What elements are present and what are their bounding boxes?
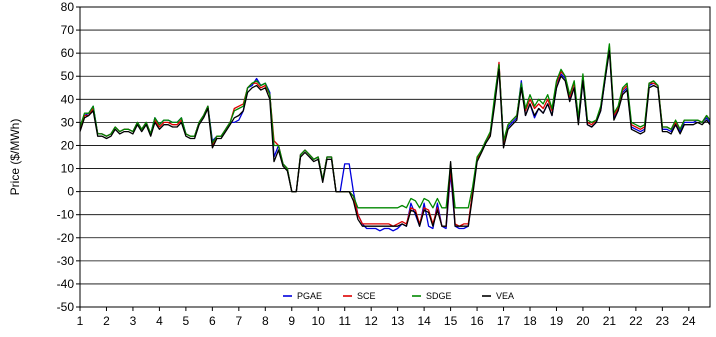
x-tick-label: 5 [183,314,190,328]
legend-label-sce: SCE [357,291,376,301]
legend-box [268,287,524,303]
y-tick-label: 0 [67,185,74,199]
x-tick-label: 23 [656,314,670,328]
x-tick-label: 10 [312,314,326,328]
x-tick-label: 9 [288,314,295,328]
series-line-sdge [79,43,711,209]
y-tick-label: 80 [61,0,75,14]
y-tick-label: -40 [57,277,75,291]
x-tick-label: 11 [338,314,351,328]
legend-label-vea: VEA [496,291,514,301]
x-tick-label: 19 [550,314,564,328]
x-axis-ticks: 1 2 3 4 5 6 7 8 9 10 11 12 13 14 15 16 17 18 19 20 21 22 23 24 [77,307,696,328]
y-tick-label: 60 [61,46,75,60]
y-tick-label: -50 [57,300,75,314]
x-tick-label: 8 [262,314,269,328]
x-tick-label: 17 [497,314,511,328]
y-tick-label: -30 [57,254,75,268]
x-tick-label: 2 [103,314,110,328]
x-tick-label: 24 [682,314,696,328]
y-tick-label: -10 [57,208,75,222]
x-tick-label: 14 [417,314,431,328]
x-tick-label: 18 [523,314,537,328]
legend-label-sdge: SDGE [426,291,452,301]
y-axis-ticks: -50 -40 -30 -20 -10 0 10 20 30 40 50 60 70 80 [57,0,80,314]
x-tick-label: 12 [364,314,378,328]
x-tick-label: 21 [603,314,617,328]
x-tick-label: 15 [444,314,458,328]
x-tick-label: 1 [77,314,84,328]
plot-frame [79,6,711,308]
x-tick-label: 7 [235,314,242,328]
y-tick-label: 10 [61,162,75,176]
x-tick-label: 13 [391,314,405,328]
x-tick-label: 4 [156,314,163,328]
y-tick-label: 50 [61,69,75,83]
legend: PGAE SCE SDGE VEA [268,287,524,303]
y-axis-label: Price ($/MWh) [8,119,22,196]
x-tick-label: 16 [470,314,484,328]
y-tick-label: -20 [57,231,75,245]
series-lines [79,43,711,232]
x-tick-label: 22 [629,314,643,328]
series-line-vea [79,50,711,227]
y-tick-label: 40 [61,92,75,106]
plot-background [80,7,710,307]
y-tick-label: 70 [61,23,75,37]
x-tick-label: 3 [130,314,137,328]
y-tick-label: 20 [61,138,75,152]
y-tick-label: 30 [61,115,75,129]
x-tick-label: 6 [209,314,216,328]
legend-label-pgae: PGAE [297,291,322,301]
x-tick-label: 20 [576,314,590,328]
